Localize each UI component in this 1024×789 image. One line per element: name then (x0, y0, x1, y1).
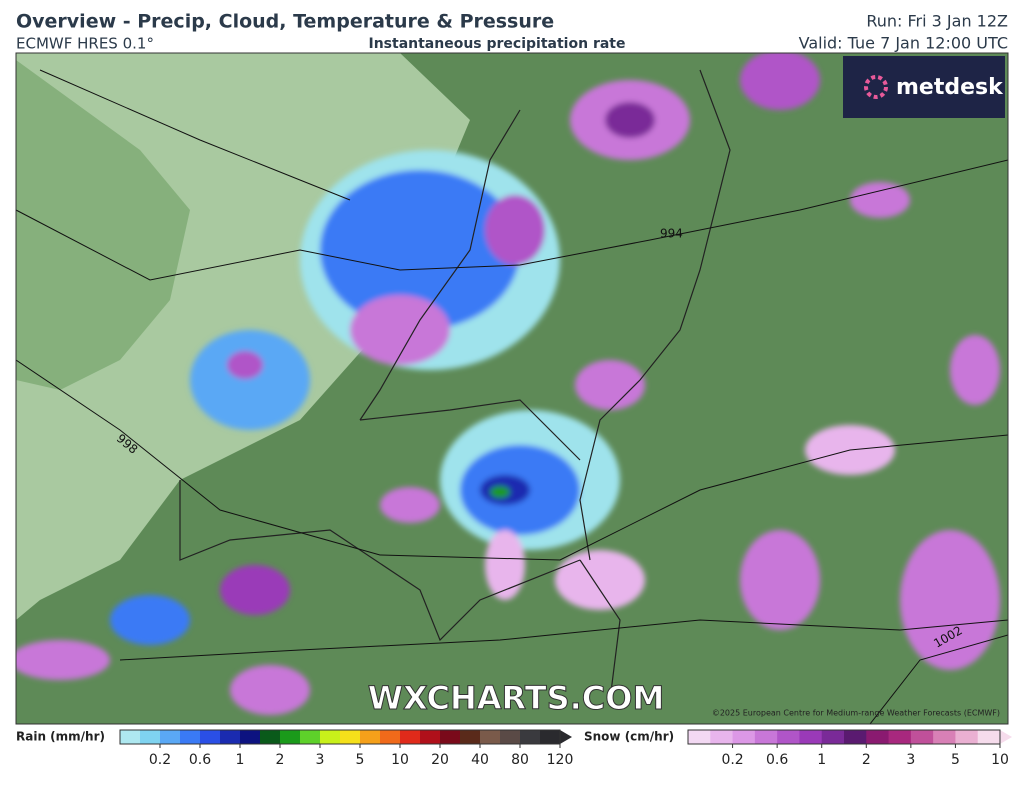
legend-swatch (933, 730, 956, 744)
watermark: WXCHARTS.COM (368, 679, 665, 717)
legend-swatch (460, 730, 481, 744)
legend: 0.2 0.6 1 2 3 5 10 20 40 80 120 0.2 0.6 1 2 3 5 10 (119, 729, 1012, 768)
legend-swatch (400, 730, 421, 744)
rain-label: Rain (mm/hr) (16, 730, 105, 744)
legend-tick-label: 120 (547, 752, 574, 768)
legend-tick-label: 3 (316, 752, 325, 768)
layer: Instantaneous precipitation rate (369, 36, 626, 52)
legend-tick-label: 20 (431, 752, 449, 768)
snow-label: Snow (cm/hr) (584, 730, 674, 744)
legend-swatch (360, 730, 381, 744)
copyright: ©2025 European Centre for Medium-range W… (712, 709, 1000, 718)
legend-swatch (420, 730, 441, 744)
logo-box (843, 56, 1005, 118)
legend-swatch (200, 730, 221, 744)
legend-swatch (754, 730, 778, 744)
legend-tick-label: 80 (511, 752, 529, 768)
legend-tick-label: 3 (906, 752, 915, 768)
isobar-label: 994 (660, 227, 683, 241)
legend-tick-label: 2 (862, 752, 871, 768)
legend-tick-label: 10 (391, 752, 409, 768)
legend-arrow (1000, 730, 1012, 744)
legend-swatch (120, 730, 141, 744)
legend-swatch (799, 730, 823, 744)
legend-tick-label: 0.6 (766, 752, 788, 768)
title: Overview - Precip, Cloud, Temperature & … (16, 11, 554, 33)
legend-tick-label: 0.2 (149, 752, 171, 768)
legend-swatch (440, 730, 461, 744)
borders (179, 69, 731, 701)
map-frame (15, 52, 1009, 725)
legend-swatch (340, 730, 361, 744)
legend-tick-label: 5 (951, 752, 960, 768)
legend-swatch (520, 730, 541, 744)
model: ECMWF HRES 0.1° (16, 35, 154, 53)
legend-tick-label: 0.2 (721, 752, 743, 768)
legend-swatch (777, 730, 800, 744)
precip (16, 53, 1000, 715)
legend-tick-label: 40 (471, 752, 489, 768)
legend-tick-label: 0.6 (189, 752, 211, 768)
legend-tick-label: 1 (236, 752, 245, 768)
logo-icon (864, 75, 888, 99)
legend-swatch (180, 730, 201, 744)
legend-tick-label: 2 (276, 752, 285, 768)
legend-swatch (688, 730, 711, 744)
legend-tick-label: 1 (817, 752, 826, 768)
run: Run: Fri 3 Jan 12Z (866, 12, 1008, 31)
legend-frame (119, 729, 561, 745)
legend-swatch (866, 730, 890, 744)
logo: metdesk (896, 75, 1004, 100)
legend-swatch (380, 730, 401, 744)
map: 994 998 1002 metdesk WXCHARTS.COM ©2025 … (16, 53, 1008, 724)
legend-swatch (280, 730, 301, 744)
legend-tick-label: 5 (356, 752, 365, 768)
legend-swatch (540, 730, 561, 744)
legend-swatch (955, 730, 979, 744)
legend-swatch (910, 730, 934, 744)
legend-swatch (220, 730, 241, 744)
legend-swatch (500, 730, 521, 744)
legend-tick-label: 10 (991, 752, 1009, 768)
valid: Valid: Tue 7 Jan 12:00 UTC (799, 34, 1008, 53)
legend-swatch (888, 730, 912, 744)
legend-arrow (560, 730, 572, 744)
legend-swatch (732, 730, 756, 744)
legend-swatch (300, 730, 321, 744)
legend-swatch (260, 730, 281, 744)
england (16, 60, 190, 390)
legend-swatch (160, 730, 181, 744)
legend-swatch (844, 730, 867, 744)
legend-swatch (240, 730, 261, 744)
legend-swatch (821, 730, 845, 744)
legend-swatch (710, 730, 734, 744)
legend-swatch (977, 730, 1001, 744)
legend-swatch (320, 730, 341, 744)
legend-swatch (480, 730, 501, 744)
legend-frame (687, 729, 1001, 745)
isobar-lines (16, 69, 1008, 724)
legend-swatch (140, 730, 161, 744)
